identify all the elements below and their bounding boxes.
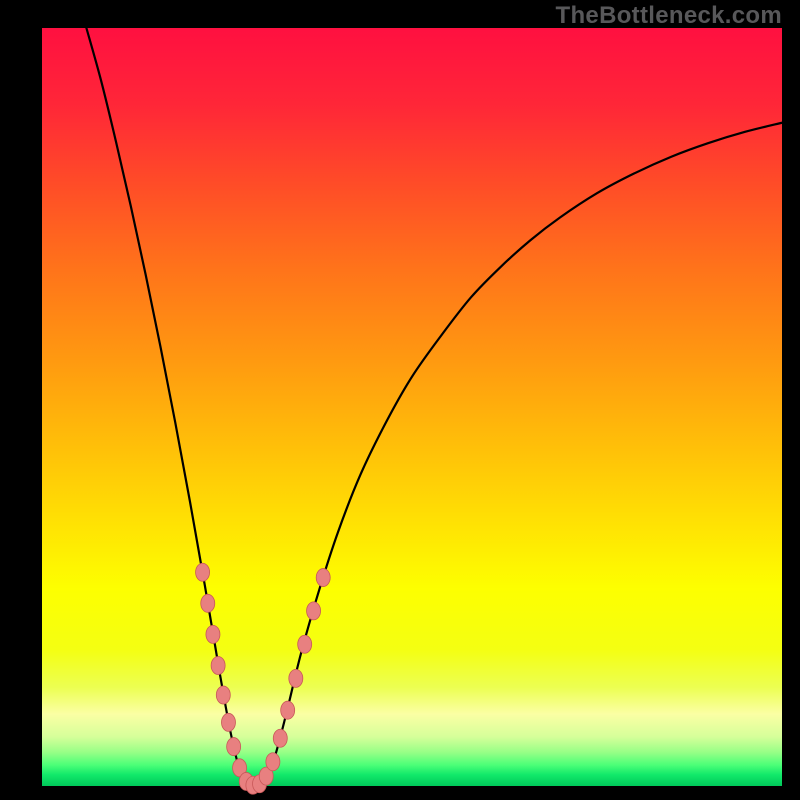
data-marker <box>201 594 215 612</box>
data-marker <box>206 625 220 643</box>
data-marker <box>281 701 295 719</box>
data-marker <box>289 669 303 687</box>
data-marker <box>216 686 230 704</box>
data-marker <box>221 713 235 731</box>
chart-frame: TheBottleneck.com <box>0 0 800 800</box>
data-marker <box>196 563 210 581</box>
data-marker <box>227 738 241 756</box>
data-marker <box>298 635 312 653</box>
data-marker <box>316 569 330 587</box>
data-marker <box>273 729 287 747</box>
bottleneck-curve-chart <box>0 0 800 800</box>
data-marker <box>307 602 321 620</box>
bottleneck-curve <box>86 28 782 786</box>
data-marker <box>266 753 280 771</box>
data-marker <box>211 656 225 674</box>
